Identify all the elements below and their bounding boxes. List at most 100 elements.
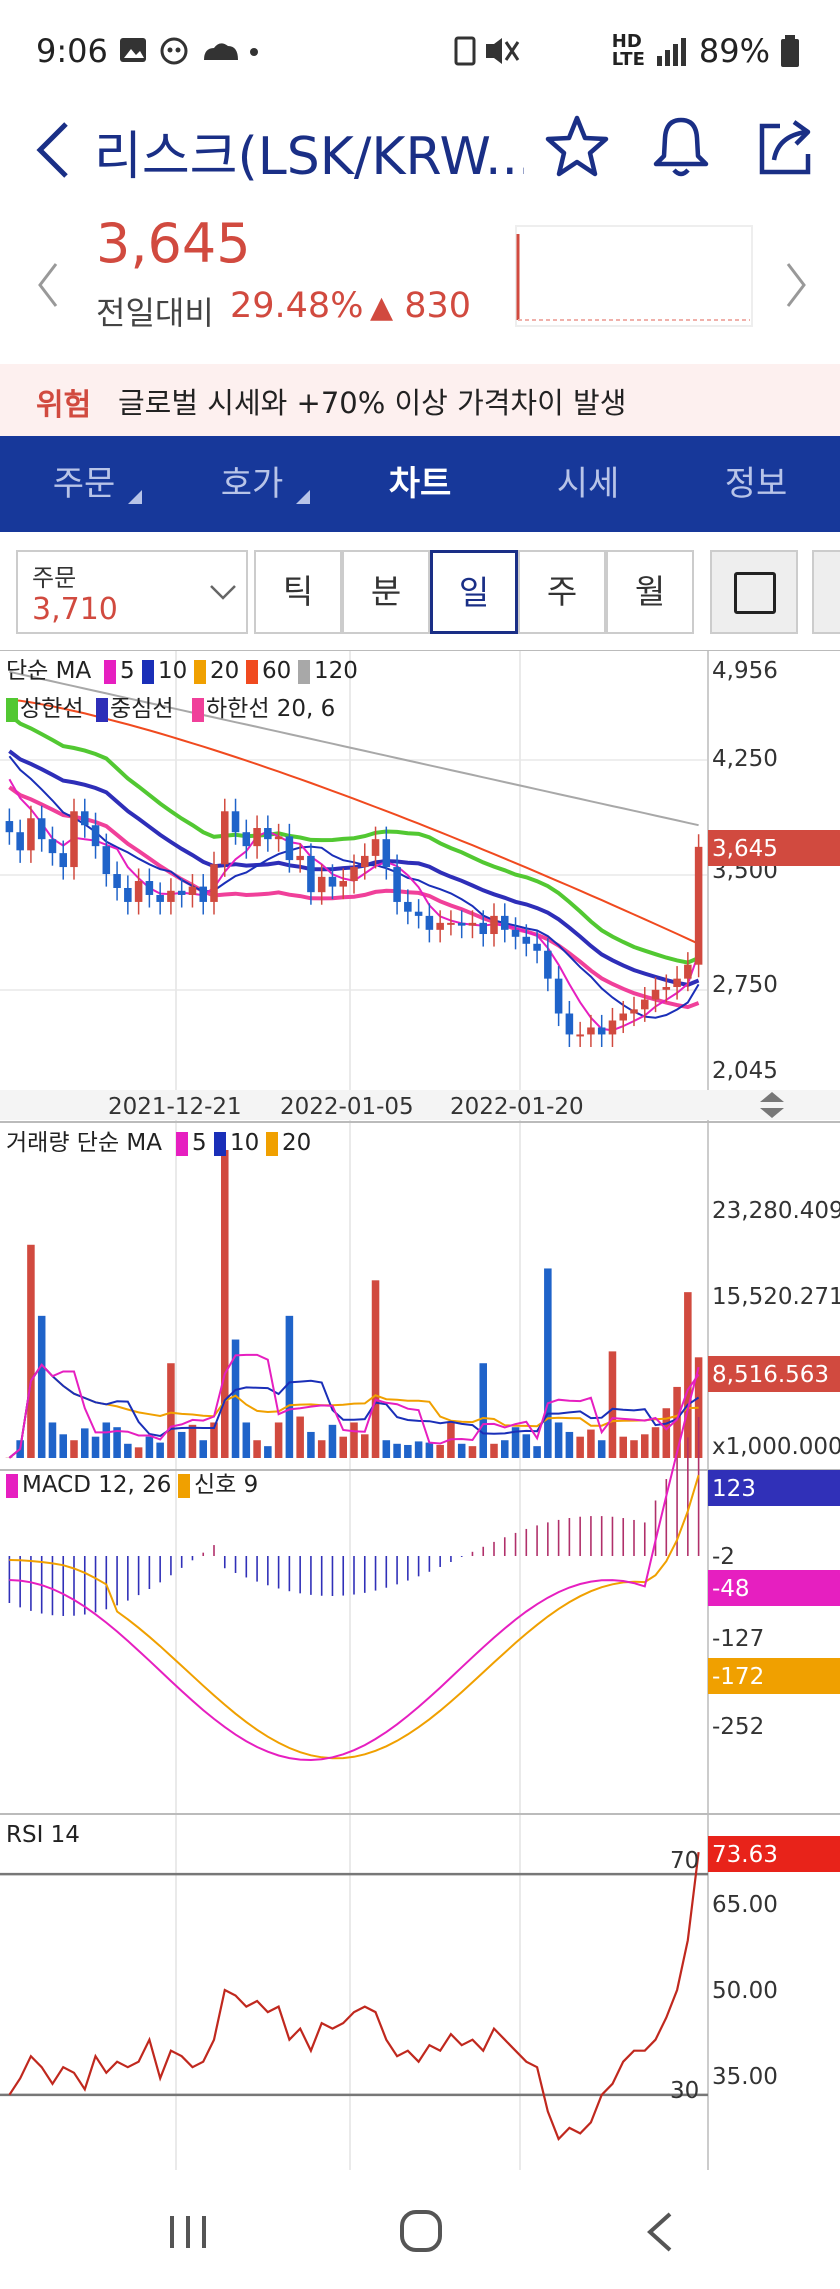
candle [468, 922, 477, 926]
signal-swatch [178, 1474, 190, 1498]
macd-swatch [6, 1474, 18, 1498]
volume-bar [662, 1408, 671, 1458]
volume-last-label: 8,516.563 [712, 1362, 829, 1388]
signal-badge [708, 1658, 840, 1694]
ma60-line [9, 698, 700, 945]
volume-bar [554, 1422, 563, 1458]
period-week[interactable]: 주 [518, 550, 606, 634]
volume-bar [167, 1363, 175, 1458]
volume-tick: x1,000.000 [712, 1434, 840, 1460]
volume-bar [361, 1434, 369, 1458]
rsi-last-badge [708, 1836, 840, 1872]
candle [490, 915, 498, 935]
bell-icon[interactable] [646, 112, 716, 182]
volume-last-badge [708, 1356, 840, 1392]
volume-bar [479, 1363, 487, 1458]
candle [673, 978, 681, 988]
volume-bar [414, 1441, 423, 1458]
volume-bar [501, 1440, 509, 1458]
rsi-tick: 50.00 [712, 1978, 778, 2004]
ma10-legend: 10 [158, 658, 187, 684]
candle [27, 818, 35, 851]
period-month[interactable]: 월 [606, 550, 694, 634]
prev-coin-icon[interactable] [34, 260, 60, 310]
order-select-value: 3,710 [32, 592, 118, 627]
candle [221, 811, 229, 865]
volume-bar [371, 1280, 380, 1458]
home-icon[interactable] [398, 2208, 446, 2256]
star-icon[interactable] [542, 112, 612, 182]
chevron-left-icon[interactable] [30, 118, 74, 182]
volume-bar [81, 1428, 89, 1458]
price-panel [5, 670, 703, 1047]
candle [576, 1034, 584, 1037]
period-day[interactable]: 일 [430, 550, 518, 634]
tab-orderbook[interactable]: 호가 [168, 436, 336, 532]
ma20-legend: 20 [210, 658, 239, 684]
vol-ma10-swatch [214, 1132, 226, 1156]
ma120-line [9, 670, 699, 827]
candle [350, 867, 358, 882]
rsi-guide-70: 70 [670, 1848, 699, 1874]
candle [630, 1009, 638, 1014]
candle [317, 876, 326, 893]
candle [597, 1027, 606, 1035]
compare-label: 전일대비 [96, 294, 214, 332]
resize-handle-icon[interactable] [760, 1092, 784, 1118]
volume-bar [404, 1444, 412, 1458]
candle [253, 828, 261, 847]
candle [554, 978, 563, 1014]
macd-tick: -127 [712, 1626, 764, 1652]
candle [339, 881, 347, 887]
macd-tick: -252 [712, 1714, 764, 1740]
vol-ma5-legend: 5 [192, 1130, 207, 1156]
price-tick: 4,956 [712, 658, 778, 684]
volume-bar [490, 1443, 498, 1458]
ma120-swatch [298, 660, 310, 684]
candle [382, 839, 391, 868]
macd-label: -48 [712, 1576, 750, 1602]
period-tick[interactable]: 틱 [254, 550, 342, 634]
tab-info[interactable]: 정보 [724, 464, 788, 504]
tab-quotes[interactable]: 시세 [556, 464, 620, 504]
back-icon[interactable] [642, 2210, 678, 2254]
volume-bar [221, 1150, 229, 1458]
chart-canvas[interactable]: 단순 MA 5 10 20 60 120 상한선 중심선 하한선 20, 6 4… [0, 650, 840, 2180]
tab-chart[interactable]: 차트 [388, 464, 452, 504]
candle [361, 855, 369, 868]
candle [457, 922, 466, 926]
candle [511, 929, 520, 937]
current-price: 3,645 [96, 212, 251, 275]
macd-panel [8, 1366, 700, 1762]
volume-bar [48, 1422, 57, 1458]
candle [274, 836, 283, 840]
volume-bar [253, 1440, 261, 1458]
status-bar: 9:06 HD LTE 89% [0, 0, 840, 100]
recent-apps-icon[interactable] [166, 2210, 210, 2254]
next-coin-icon[interactable] [784, 260, 810, 310]
price-tick: 2,045 [712, 1058, 778, 1084]
candle [328, 876, 337, 887]
price-summary: 3,645 전일대비 29.48% ▲ 830 [0, 210, 840, 358]
chart-settings-button[interactable] [710, 550, 798, 634]
volume-bar [565, 1431, 574, 1458]
candle [544, 950, 552, 979]
volume-bar [382, 1440, 391, 1458]
candle [404, 901, 412, 912]
candle [522, 936, 531, 944]
volume-bar [70, 1440, 78, 1458]
order-select[interactable]: 주문 3,710 [16, 550, 248, 634]
rsi-last-label: 73.63 [712, 1842, 778, 1868]
middle-swatch [96, 698, 108, 722]
volume-bar [350, 1422, 358, 1458]
ma5-legend: 5 [120, 658, 135, 684]
tab-order[interactable]: 주문 [0, 436, 168, 532]
candle [587, 1027, 595, 1035]
candle [91, 825, 100, 847]
period-minute[interactable]: 분 [342, 550, 430, 634]
candle [684, 964, 692, 979]
candle [210, 864, 218, 902]
candle [307, 855, 315, 893]
more-button[interactable] [812, 550, 840, 634]
share-icon[interactable] [750, 112, 820, 182]
